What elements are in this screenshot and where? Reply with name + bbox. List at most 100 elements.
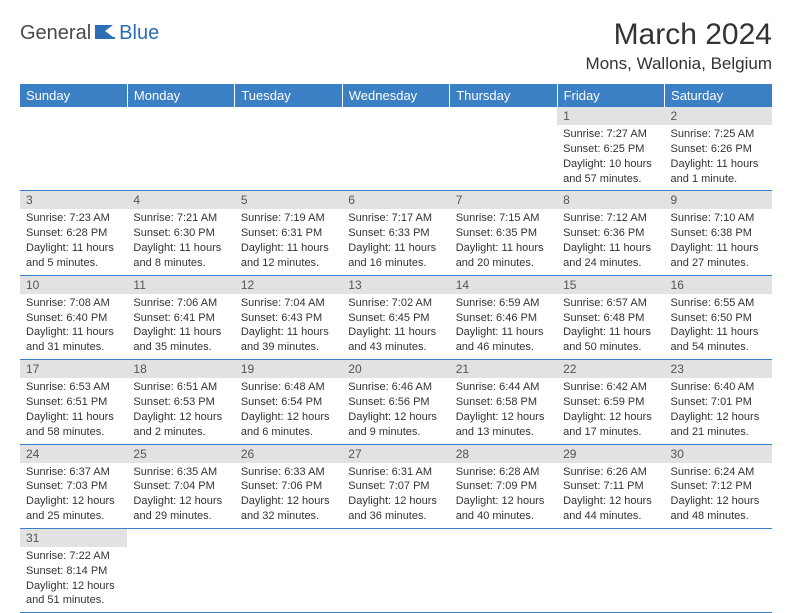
- day-number: 14: [450, 276, 557, 294]
- calendar-cell: [127, 107, 234, 191]
- sunrise-text: Sunrise: 7:02 AM: [348, 296, 443, 311]
- daylight-text: Daylight: 12 hours and 17 minutes.: [563, 410, 658, 440]
- calendar-cell: 24Sunrise: 6:37 AMSunset: 7:03 PMDayligh…: [20, 444, 127, 528]
- calendar-cell: [235, 107, 342, 191]
- day-content: Sunrise: 6:48 AMSunset: 6:54 PMDaylight:…: [235, 378, 342, 443]
- day-number: 10: [20, 276, 127, 294]
- sunrise-text: Sunrise: 7:17 AM: [348, 211, 443, 226]
- sunset-text: Sunset: 6:40 PM: [26, 311, 121, 326]
- calendar-cell: 25Sunrise: 6:35 AMSunset: 7:04 PMDayligh…: [127, 444, 234, 528]
- daylight-text: Daylight: 12 hours and 32 minutes.: [241, 494, 336, 524]
- sunset-text: Sunset: 7:06 PM: [241, 479, 336, 494]
- calendar-cell: 21Sunrise: 6:44 AMSunset: 6:58 PMDayligh…: [450, 360, 557, 444]
- day-content: Sunrise: 7:17 AMSunset: 6:33 PMDaylight:…: [342, 209, 449, 274]
- sunrise-text: Sunrise: 6:46 AM: [348, 380, 443, 395]
- weekday-header-row: Sunday Monday Tuesday Wednesday Thursday…: [20, 84, 772, 107]
- calendar-cell: 1Sunrise: 7:27 AMSunset: 6:25 PMDaylight…: [557, 107, 664, 191]
- day-content: Sunrise: 6:28 AMSunset: 7:09 PMDaylight:…: [450, 463, 557, 528]
- day-number: 2: [665, 107, 772, 125]
- day-number: 18: [127, 360, 234, 378]
- day-number: 12: [235, 276, 342, 294]
- sunrise-text: Sunrise: 7:23 AM: [26, 211, 121, 226]
- day-number: 28: [450, 445, 557, 463]
- sunset-text: Sunset: 6:38 PM: [671, 226, 766, 241]
- calendar-cell: [450, 107, 557, 191]
- day-content: Sunrise: 6:57 AMSunset: 6:48 PMDaylight:…: [557, 294, 664, 359]
- calendar-cell: 15Sunrise: 6:57 AMSunset: 6:48 PMDayligh…: [557, 275, 664, 359]
- sunrise-text: Sunrise: 6:48 AM: [241, 380, 336, 395]
- calendar-cell: 30Sunrise: 6:24 AMSunset: 7:12 PMDayligh…: [665, 444, 772, 528]
- sunset-text: Sunset: 6:33 PM: [348, 226, 443, 241]
- day-content: Sunrise: 7:15 AMSunset: 6:35 PMDaylight:…: [450, 209, 557, 274]
- calendar-cell: 5Sunrise: 7:19 AMSunset: 6:31 PMDaylight…: [235, 191, 342, 275]
- daylight-text: Daylight: 11 hours and 24 minutes.: [563, 241, 658, 271]
- day-content: Sunrise: 7:19 AMSunset: 6:31 PMDaylight:…: [235, 209, 342, 274]
- sunset-text: Sunset: 6:31 PM: [241, 226, 336, 241]
- calendar-cell: [665, 528, 772, 612]
- day-number: 27: [342, 445, 449, 463]
- sunset-text: Sunset: 7:11 PM: [563, 479, 658, 494]
- calendar-cell: [450, 528, 557, 612]
- sunset-text: Sunset: 6:53 PM: [133, 395, 228, 410]
- daylight-text: Daylight: 11 hours and 1 minute.: [671, 157, 766, 187]
- daylight-text: Daylight: 11 hours and 39 minutes.: [241, 325, 336, 355]
- daylight-text: Daylight: 11 hours and 8 minutes.: [133, 241, 228, 271]
- calendar-cell: [557, 528, 664, 612]
- daylight-text: Daylight: 11 hours and 5 minutes.: [26, 241, 121, 271]
- daylight-text: Daylight: 11 hours and 12 minutes.: [241, 241, 336, 271]
- day-number: 8: [557, 191, 664, 209]
- sunrise-text: Sunrise: 7:21 AM: [133, 211, 228, 226]
- day-number: 1: [557, 107, 664, 125]
- calendar-cell: 20Sunrise: 6:46 AMSunset: 6:56 PMDayligh…: [342, 360, 449, 444]
- sunset-text: Sunset: 6:58 PM: [456, 395, 551, 410]
- sunset-text: Sunset: 6:43 PM: [241, 311, 336, 326]
- sunset-text: Sunset: 6:54 PM: [241, 395, 336, 410]
- calendar-row: 10Sunrise: 7:08 AMSunset: 6:40 PMDayligh…: [20, 275, 772, 359]
- daylight-text: Daylight: 11 hours and 27 minutes.: [671, 241, 766, 271]
- weekday-header: Monday: [127, 84, 234, 107]
- calendar-row: 1Sunrise: 7:27 AMSunset: 6:25 PMDaylight…: [20, 107, 772, 191]
- sunrise-text: Sunrise: 6:37 AM: [26, 465, 121, 480]
- day-number: 24: [20, 445, 127, 463]
- daylight-text: Daylight: 12 hours and 21 minutes.: [671, 410, 766, 440]
- sunrise-text: Sunrise: 7:19 AM: [241, 211, 336, 226]
- daylight-text: Daylight: 11 hours and 58 minutes.: [26, 410, 121, 440]
- sunset-text: Sunset: 6:36 PM: [563, 226, 658, 241]
- page-header: General Blue March 2024 Mons, Wallonia, …: [20, 18, 772, 74]
- day-number: 19: [235, 360, 342, 378]
- day-number: 6: [342, 191, 449, 209]
- calendar-row: 3Sunrise: 7:23 AMSunset: 6:28 PMDaylight…: [20, 191, 772, 275]
- day-number: 20: [342, 360, 449, 378]
- sunrise-text: Sunrise: 6:59 AM: [456, 296, 551, 311]
- day-content: Sunrise: 6:53 AMSunset: 6:51 PMDaylight:…: [20, 378, 127, 443]
- weekday-header: Friday: [557, 84, 664, 107]
- daylight-text: Daylight: 12 hours and 2 minutes.: [133, 410, 228, 440]
- day-number: 21: [450, 360, 557, 378]
- sunrise-text: Sunrise: 6:33 AM: [241, 465, 336, 480]
- day-content: Sunrise: 6:26 AMSunset: 7:11 PMDaylight:…: [557, 463, 664, 528]
- daylight-text: Daylight: 12 hours and 25 minutes.: [26, 494, 121, 524]
- brand-part2: Blue: [119, 22, 159, 45]
- sunset-text: Sunset: 6:51 PM: [26, 395, 121, 410]
- daylight-text: Daylight: 12 hours and 48 minutes.: [671, 494, 766, 524]
- daylight-text: Daylight: 12 hours and 44 minutes.: [563, 494, 658, 524]
- day-number: 4: [127, 191, 234, 209]
- sunrise-text: Sunrise: 6:40 AM: [671, 380, 766, 395]
- sunset-text: Sunset: 6:41 PM: [133, 311, 228, 326]
- daylight-text: Daylight: 11 hours and 54 minutes.: [671, 325, 766, 355]
- brand-part1: General: [20, 22, 91, 45]
- day-content: Sunrise: 7:10 AMSunset: 6:38 PMDaylight:…: [665, 209, 772, 274]
- sunrise-text: Sunrise: 6:26 AM: [563, 465, 658, 480]
- brand-logo: General Blue: [20, 22, 159, 45]
- calendar-table: Sunday Monday Tuesday Wednesday Thursday…: [20, 84, 772, 613]
- sunset-text: Sunset: 6:48 PM: [563, 311, 658, 326]
- sunrise-text: Sunrise: 7:10 AM: [671, 211, 766, 226]
- day-number: 26: [235, 445, 342, 463]
- day-number: 3: [20, 191, 127, 209]
- day-number: 31: [20, 529, 127, 547]
- calendar-cell: 19Sunrise: 6:48 AMSunset: 6:54 PMDayligh…: [235, 360, 342, 444]
- sunset-text: Sunset: 7:09 PM: [456, 479, 551, 494]
- day-content: Sunrise: 6:24 AMSunset: 7:12 PMDaylight:…: [665, 463, 772, 528]
- day-content: Sunrise: 7:04 AMSunset: 6:43 PMDaylight:…: [235, 294, 342, 359]
- daylight-text: Daylight: 12 hours and 6 minutes.: [241, 410, 336, 440]
